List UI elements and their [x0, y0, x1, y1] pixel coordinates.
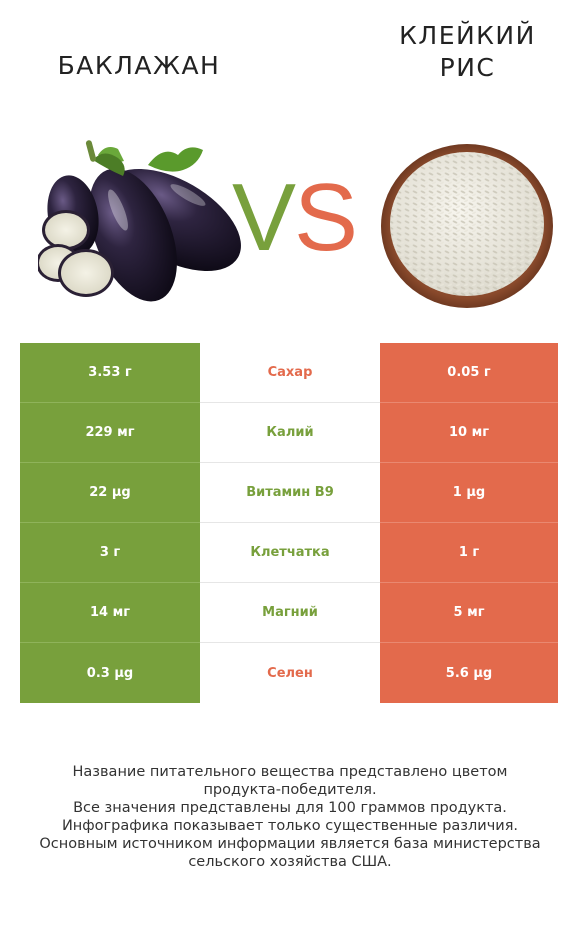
nutrient-name-cell: Магний — [200, 583, 380, 643]
nutrient-name-cell: Селен — [200, 643, 380, 703]
footnote: Название питательного вещества представл… — [20, 763, 560, 871]
eggplant-image — [38, 140, 241, 302]
right-value-cell: 1 г — [380, 523, 558, 583]
right-value-cell: 0.05 г — [380, 343, 558, 403]
right-product-name-line2: РИС — [439, 53, 496, 82]
rice-bowl-image — [381, 144, 553, 308]
footnote-line: Все значения представлены для 100 граммо… — [73, 800, 507, 816]
vs-logo: V S — [232, 168, 357, 258]
comparison-row: 0.3 µg Селен 5.6 µg — [20, 643, 558, 703]
footnote-line: продукта-победителя. — [203, 782, 377, 798]
footnote-line: сельского хозяйства США. — [188, 854, 392, 870]
left-value-cell: 229 мг — [20, 403, 200, 463]
left-value-cell: 3 г — [20, 523, 200, 583]
nutrient-name-cell: Калий — [200, 403, 380, 463]
right-product-name-line1: КЛЕЙКИЙ — [399, 21, 536, 50]
left-product-title: БАКЛАЖАН — [20, 50, 258, 82]
comparison-table: 3.53 г Сахар 0.05 г 229 мг Калий 10 мг 22 µg Ви… — [20, 343, 558, 703]
footnote-line: Основным источником информации является … — [39, 836, 541, 852]
vs-s-letter: S — [294, 168, 357, 258]
footnote-line: Название питательного вещества представл… — [72, 764, 508, 780]
right-value-cell: 10 мг — [380, 403, 558, 463]
right-value-cell: 1 µg — [380, 463, 558, 523]
right-value-cell: 5 мг — [380, 583, 558, 643]
left-value-cell: 14 мг — [20, 583, 200, 643]
comparison-row: 22 µg Витамин B9 1 µg — [20, 463, 558, 523]
nutrient-name-cell: Клетчатка — [200, 523, 380, 583]
left-value-cell: 3.53 г — [20, 343, 200, 403]
comparison-row: 229 мг Калий 10 мг — [20, 403, 558, 463]
nutrient-name-cell: Сахар — [200, 343, 380, 403]
right-value-cell: 5.6 µg — [380, 643, 558, 703]
comparison-row: 3.53 г Сахар 0.05 г — [20, 343, 558, 403]
left-value-cell: 22 µg — [20, 463, 200, 523]
right-product-title: КЛЕЙКИЙ РИС — [365, 20, 570, 84]
left-value-cell: 0.3 µg — [20, 643, 200, 703]
footnote-line: Инфографика показывает только существенн… — [61, 818, 519, 834]
left-product-name: БАКЛАЖАН — [57, 51, 221, 80]
comparison-row: 3 г Клетчатка 1 г — [20, 523, 558, 583]
comparison-row: 14 мг Магний 5 мг — [20, 583, 558, 643]
nutrient-name-cell: Витамин B9 — [200, 463, 380, 523]
vs-v-letter: V — [232, 168, 296, 258]
